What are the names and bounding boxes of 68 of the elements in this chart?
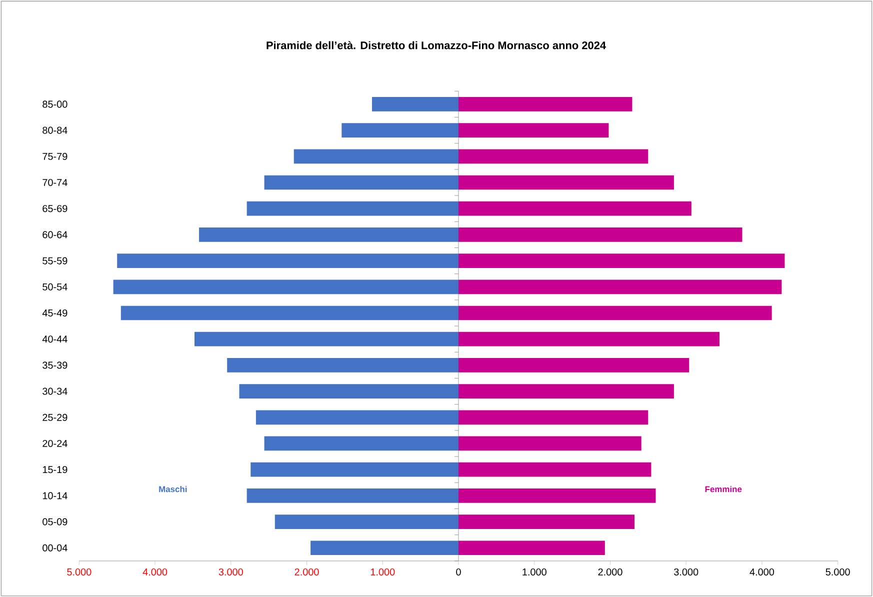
y-tick-label: 25-29: [42, 414, 68, 421]
bar: [458, 410, 648, 425]
y-tick-label: 15-19: [42, 466, 68, 474]
bar: [264, 175, 458, 190]
x-tick-label: 0: [456, 568, 461, 576]
bar: [227, 358, 458, 372]
y-tick-label: 00-04: [42, 544, 68, 552]
bar: [458, 358, 690, 372]
y-tick-label: 20-24: [42, 440, 68, 447]
text: Femmine: [705, 486, 742, 492]
y-tick-label: 65-69: [42, 205, 68, 212]
y-tick-label: 50-54: [42, 283, 68, 290]
bar: [458, 175, 674, 190]
bar: [458, 514, 635, 529]
bar: [458, 96, 632, 112]
bar: [372, 96, 458, 112]
bar: [458, 306, 772, 320]
bar: [310, 540, 458, 556]
bar: [458, 149, 648, 164]
bar: [458, 123, 609, 138]
x-tick-label: 4.000: [142, 568, 168, 576]
bar: [458, 254, 785, 268]
x-tick-label: 3.000: [218, 568, 243, 576]
y-tick-label: 10-14: [42, 492, 68, 500]
y-tick-label: 80-84: [42, 126, 68, 134]
bar: [264, 436, 458, 451]
y-tick-label: 70-74: [42, 178, 68, 186]
chart-title: Piramide dell’età. Distretto di Lomazzo-Fino Mornasco anno 2024: [266, 41, 606, 50]
bar: [274, 514, 458, 529]
y-tick-label: 40-44: [42, 336, 68, 343]
bar: [342, 123, 458, 138]
x-tick-label: 5.000: [826, 568, 850, 576]
x-tick-label: 1.000: [370, 568, 395, 576]
bar: [458, 384, 674, 398]
y-tick-label: 75-79: [42, 152, 68, 160]
y-tick-label: 60-64: [42, 231, 68, 238]
bar: [256, 410, 458, 425]
bar: [458, 280, 782, 294]
x-tick-label: 1.000: [522, 568, 546, 576]
y-tick-label: 85-00: [42, 100, 68, 108]
bar: [117, 254, 458, 268]
x-tick-label: 3.000: [674, 568, 698, 576]
bar: [458, 540, 605, 556]
x-tick-label: 2.000: [294, 568, 319, 576]
x-tick-label: 5.000: [67, 568, 92, 576]
y-tick-label: 30-34: [42, 388, 68, 395]
bar: [194, 332, 458, 346]
y-tick-label: 45-49: [42, 309, 68, 316]
bar: [250, 462, 458, 477]
bar: [458, 436, 642, 451]
bar: [239, 384, 458, 398]
bar: [458, 227, 742, 242]
y-tick-label: 35-39: [42, 362, 68, 369]
text: Maschi: [159, 486, 187, 492]
bar: [458, 201, 692, 216]
y-tick-label: 05-09: [42, 518, 68, 526]
bar: [246, 201, 458, 216]
x-tick-label: 4.000: [750, 568, 774, 576]
bar: [246, 488, 458, 503]
bar: [113, 280, 458, 294]
bar: [120, 306, 458, 320]
bar: [458, 462, 652, 477]
bar: [199, 227, 458, 242]
x-tick-label: 2.000: [598, 568, 622, 576]
y-tick-label: 55-59: [42, 257, 68, 264]
bar: [458, 332, 720, 346]
bar: [458, 488, 656, 503]
bar: [294, 149, 458, 164]
